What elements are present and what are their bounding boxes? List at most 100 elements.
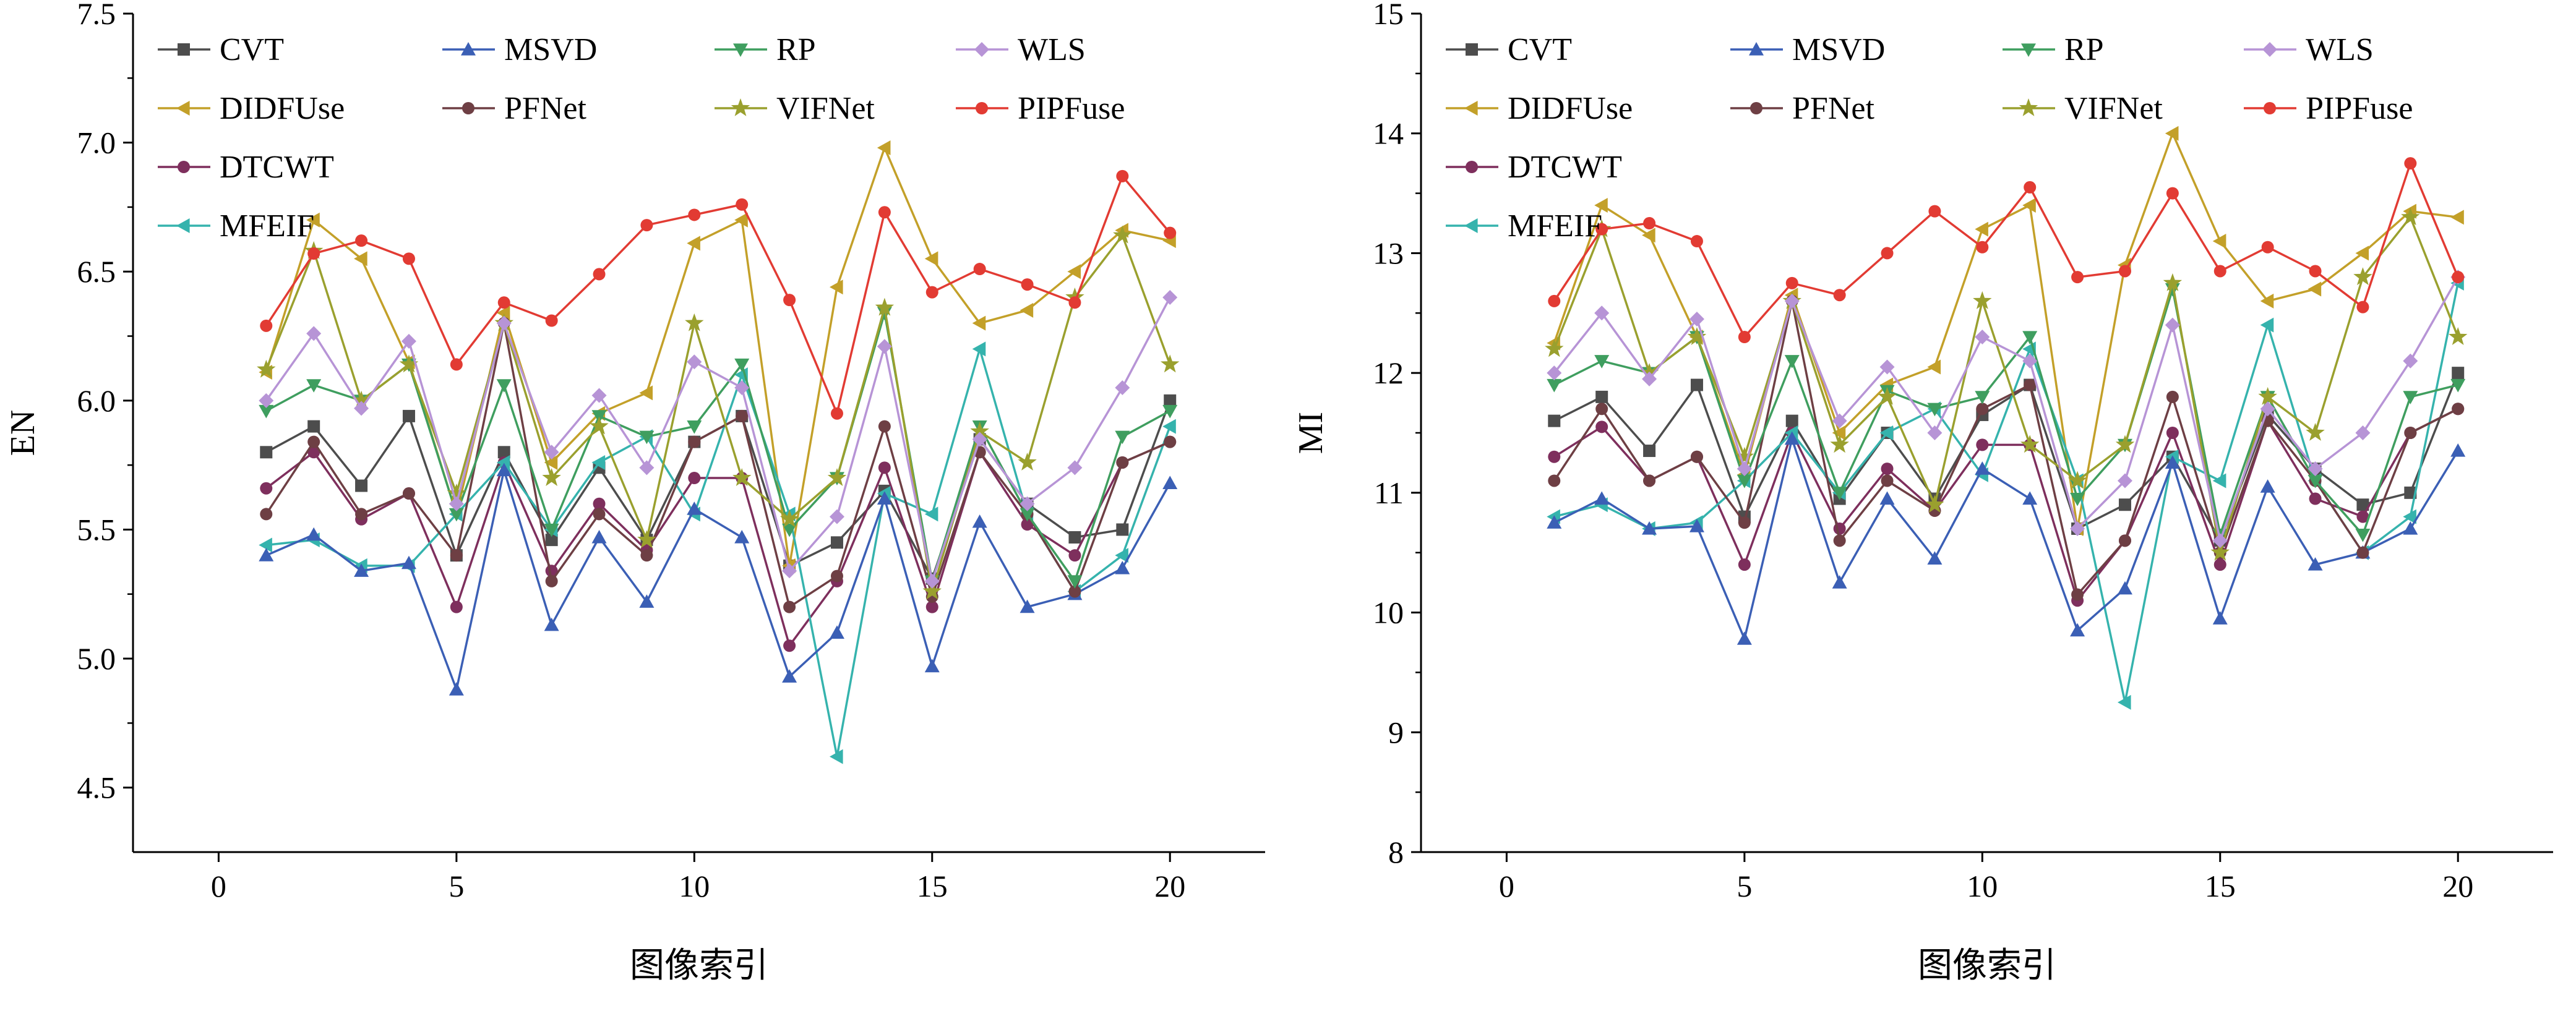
series-PFNet: [260, 317, 1177, 613]
series-WLS: [259, 289, 1178, 589]
x-tick-label: 5: [1737, 869, 1752, 903]
chart-en-svg: 0 5 10 15 20 4.5 5.0 5.5 6.0 6.5 7.0 7.5 EN 图像索引 CVT DI…: [4, 0, 1265, 985]
y-tick-label: 5.0: [77, 641, 116, 676]
legend-label: WLS: [1018, 32, 1086, 67]
legend-item-DTCWT: DTCWT: [158, 150, 334, 185]
legend-label: DTCWT: [1508, 150, 1622, 185]
series-WLS: [1547, 270, 2466, 548]
series-line: [265, 466, 1171, 694]
axes: 0 5 10 15 20 4.5 5.0 5.5 6.0 6.5 7.0 7.5: [77, 0, 1265, 903]
series-line: [265, 297, 1171, 586]
series-line: [265, 312, 1171, 584]
y-tick-label: 7.5: [77, 0, 116, 31]
legend-item-PIPFuse: PIPFuse: [956, 91, 1125, 126]
y-tick-label: 12: [1373, 356, 1404, 390]
x-tick-label: 15: [917, 869, 948, 903]
y-tick-label: 9: [1388, 715, 1404, 749]
y-tick-label: 14: [1373, 116, 1404, 151]
series-MSVD: [1547, 431, 2466, 645]
series-line: [265, 323, 1170, 609]
legend-label: DIDFUse: [220, 91, 345, 126]
y-axis-label: MI: [1292, 412, 1330, 454]
legend-item-MFEIF: MFEIF: [1446, 208, 1602, 244]
legend-item-PIPFuse: PIPFuse: [2244, 91, 2413, 126]
y-tick-label: 4.5: [77, 770, 116, 805]
legend-label: VIFNet: [2064, 91, 2163, 126]
series-line: [1553, 288, 2458, 539]
legend-label: VIFNet: [776, 91, 875, 126]
series-line: [1553, 160, 2459, 339]
series-VIFNet: [1545, 207, 2468, 561]
legend-item-CVT: CVT: [158, 32, 284, 67]
x-tick-label: 10: [679, 869, 710, 903]
y-tick-label: 10: [1373, 595, 1404, 630]
series-line: [265, 440, 1170, 649]
legend-item-WLS: WLS: [956, 32, 1086, 67]
legend-item-RP: RP: [715, 32, 816, 67]
legend-label: MFEIF: [220, 208, 314, 244]
legend-item-DIDFUse: DIDFUse: [158, 91, 345, 126]
chart-mi: 0 5 10 15 20 8 9 10 11 12 13 14 15 MI 图像索引 CVT DIDFUse DT…: [1288, 0, 2576, 1011]
legend-label: CVT: [220, 32, 284, 67]
series-PIPFuse: [260, 169, 1177, 420]
series-line: [1553, 276, 2459, 545]
legend-label: PIPFuse: [2306, 91, 2413, 126]
legend-label: PFNet: [1792, 91, 1874, 126]
legend-item-MSVD: MSVD: [1730, 32, 1885, 67]
series-line: [1553, 215, 2459, 553]
y-axis-label: EN: [4, 410, 42, 456]
legend-label: DTCWT: [220, 150, 334, 185]
legend-label: MSVD: [504, 32, 597, 67]
x-axis-label: 图像索引: [1918, 947, 2056, 985]
y-tick-label: 7.0: [77, 126, 116, 160]
x-tick-label: 0: [1499, 869, 1514, 903]
y-tick-label: 6.5: [77, 254, 116, 289]
legend-label: DIDFUse: [1508, 91, 1633, 126]
series-line: [1553, 283, 2459, 703]
legend-label: CVT: [1508, 32, 1572, 67]
legend-label: PIPFuse: [1018, 91, 1125, 126]
legend-item-DIDFUse: DIDFUse: [1446, 91, 1633, 126]
legend-label: RP: [776, 32, 816, 67]
legend-item-VIFNet: VIFNet: [715, 91, 875, 126]
legend-item-DTCWT: DTCWT: [1446, 150, 1622, 185]
series-line: [1553, 407, 2458, 603]
legend-item-PFNet: PFNet: [442, 91, 586, 126]
axes: 0 5 10 15 20 8 9 10 11 12 13 14 15: [1373, 0, 2553, 903]
legend: CVT DIDFUse DTCWT MFEIF MSVD PFNet RP VIFNet WLS…: [1446, 32, 2413, 244]
y-tick-label: 13: [1373, 236, 1404, 270]
y-tick-label: 5.5: [77, 512, 116, 547]
legend-item-PFNet: PFNet: [1730, 91, 1874, 126]
y-tick-label: 15: [1373, 0, 1404, 31]
x-tick-label: 0: [211, 869, 226, 903]
legend-label: PFNet: [504, 91, 586, 126]
y-tick-label: 8: [1388, 835, 1404, 869]
series-line: [1553, 301, 2458, 597]
y-tick-label: 6.0: [77, 383, 116, 418]
legend-item-CVT: CVT: [1446, 32, 1572, 67]
legend-label: RP: [2064, 32, 2104, 67]
series-line: [1553, 435, 2459, 642]
series-PIPFuse: [1548, 157, 2465, 344]
series-line: [1553, 130, 2458, 529]
series-line: [266, 345, 1171, 757]
x-axis-label: 图像索引: [630, 947, 768, 985]
series-line: [265, 400, 1171, 582]
chart-mi-svg: 0 5 10 15 20 8 9 10 11 12 13 14 15 MI 图像索引 CVT DIDFUse DT…: [1292, 0, 2553, 985]
chart-en: 0 5 10 15 20 4.5 5.0 5.5 6.0 6.5 7.0 7.5 EN 图像索引 CVT DI…: [4, 0, 1265, 985]
legend-label: MSVD: [1792, 32, 1885, 67]
legend-label: WLS: [2306, 32, 2374, 67]
x-tick-label: 15: [2205, 869, 2236, 903]
legend-item-MSVD: MSVD: [442, 32, 597, 67]
y-tick-label: 11: [1374, 476, 1404, 510]
series-DIDFUse: [1547, 126, 2464, 536]
x-tick-label: 20: [1154, 869, 1185, 903]
series-VIFNet: [257, 225, 1180, 600]
x-tick-label: 20: [2442, 869, 2473, 903]
legend-item-VIFNet: VIFNet: [2003, 91, 2163, 126]
series-DTCWT: [260, 435, 1177, 652]
legend-label: MFEIF: [1508, 208, 1602, 244]
legend-item-WLS: WLS: [2244, 32, 2374, 67]
legend-item-MFEIF: MFEIF: [158, 208, 314, 244]
